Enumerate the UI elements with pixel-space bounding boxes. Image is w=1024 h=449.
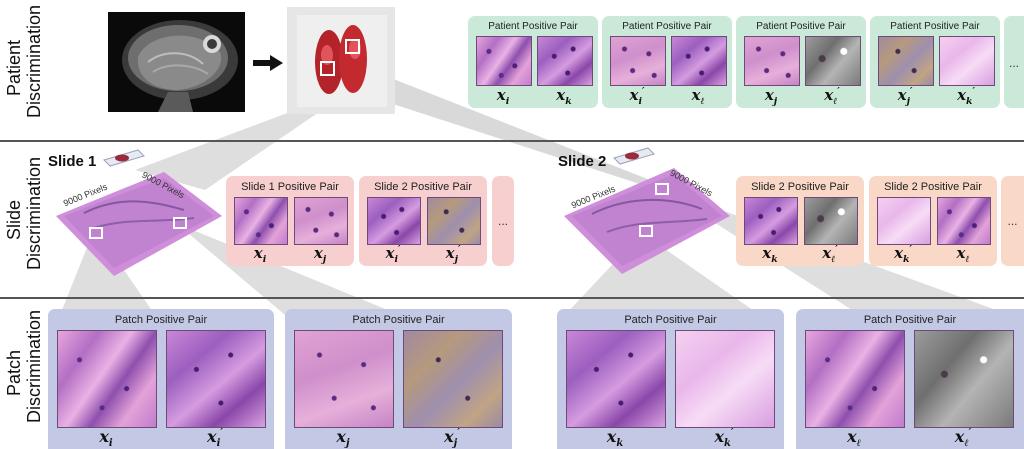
patch-image xyxy=(805,330,905,428)
slide-2-label: Slide 2 xyxy=(558,153,607,170)
patch-image xyxy=(937,197,991,245)
patch-image xyxy=(877,197,931,245)
variable-label: xi′ xyxy=(385,244,401,265)
patch-image xyxy=(566,330,666,428)
pair-title: Patch Positive Pair xyxy=(352,314,445,326)
row-divider-top xyxy=(0,140,1024,142)
patch-image xyxy=(367,197,421,245)
patch-image xyxy=(878,36,934,86)
patch-image xyxy=(744,36,800,86)
slide-1-whole-slide-image xyxy=(56,172,222,276)
variable-label: xj′ xyxy=(897,86,913,107)
patient-pair-card-3: Patient Positive Pair xj xℓ′ xyxy=(736,16,866,108)
ellipsis: ... xyxy=(1008,56,1019,70)
variable-label: xk′ xyxy=(957,86,975,107)
row-label-line2: Discrimination xyxy=(24,4,44,118)
arrow-right-icon xyxy=(253,55,283,71)
patch-image xyxy=(427,197,481,245)
slide-2-more-card: ... xyxy=(1001,176,1024,266)
patch-image xyxy=(166,330,266,428)
glass-slide-icon xyxy=(613,147,655,165)
pair-title: Patient Positive Pair xyxy=(622,21,712,32)
variable-label: xj′ xyxy=(444,427,460,449)
mri-brain-scan-image xyxy=(108,12,245,112)
patch-image xyxy=(294,197,348,245)
slide-pair-card-2: Slide 2 Positive Pair xi′ xj′ xyxy=(359,176,487,266)
patch-image xyxy=(57,330,157,428)
variable-label: xj xyxy=(764,86,778,107)
patch-pair-card-1: Patch Positive Pair xi xi′ xyxy=(48,309,274,449)
ellipsis: ... xyxy=(1007,214,1018,228)
variable-label: xj′ xyxy=(445,244,461,265)
pair-title: Patient Positive Pair xyxy=(756,21,846,32)
patch-pair-card-2: Patch Positive Pair xj xj′ xyxy=(285,309,512,449)
patch-image xyxy=(610,36,666,86)
tissue-specimen-image xyxy=(287,7,395,114)
variable-label: xℓ′ xyxy=(822,244,838,265)
row-label-line1: Slide xyxy=(4,199,24,241)
pair-title: Patch Positive Pair xyxy=(114,314,208,326)
row-label-line1: Patient xyxy=(4,39,24,97)
patch-pair-card-3: Patch Positive Pair xk xk′ xyxy=(557,309,784,449)
slide-pair-card-3: Slide 2 Positive Pair xk xℓ′ xyxy=(736,176,864,266)
variable-label: xj xyxy=(336,427,350,449)
variable-label: xk xyxy=(556,86,572,107)
variable-label: xℓ xyxy=(847,427,861,449)
variable-label: xℓ′ xyxy=(824,86,840,107)
patch-image xyxy=(914,330,1014,428)
patch-image xyxy=(939,36,995,86)
pair-title: Patient Positive Pair xyxy=(488,21,578,32)
ellipsis: ... xyxy=(497,214,508,228)
variable-label: xℓ′ xyxy=(954,427,972,449)
pair-title: Slide 2 Positive Pair xyxy=(374,181,472,193)
patch-image xyxy=(744,197,798,245)
patch-pair-card-4: Patch Positive Pair xℓ xℓ′ xyxy=(796,309,1024,449)
pair-title: Patient Positive Pair xyxy=(890,21,980,32)
variable-label: xi′ xyxy=(629,86,645,107)
pair-title: Slide 2 Positive Pair xyxy=(751,181,849,193)
slide-2-whole-slide-image xyxy=(564,168,730,274)
patch-image xyxy=(294,330,394,428)
slide-pair-card-1: Slide 1 Positive Pair xi xj xyxy=(226,176,354,266)
variable-label: xk′ xyxy=(714,427,734,449)
variable-label: xj xyxy=(313,244,327,265)
pair-title: Slide 2 Positive Pair xyxy=(884,181,982,193)
variable-label: xℓ xyxy=(956,244,970,265)
pair-title: Slide 1 Positive Pair xyxy=(241,181,339,193)
patient-more-card: ... xyxy=(1004,16,1024,108)
patient-pair-card-2: Patient Positive Pair xi′ xℓ xyxy=(602,16,732,108)
patch-image xyxy=(675,330,775,428)
patch-image xyxy=(403,330,503,428)
patient-pair-card-1: Patient Positive Pair xi xk xyxy=(468,16,598,108)
row-label-line1: Patch xyxy=(4,349,24,397)
pair-title: Patch Positive Pair xyxy=(624,314,717,326)
glass-slide-icon xyxy=(103,149,145,167)
variable-label: xk′ xyxy=(894,244,912,265)
variable-label: xk xyxy=(606,427,624,449)
variable-label: xi xyxy=(253,244,267,265)
pair-title: Patch Positive Pair xyxy=(863,314,957,326)
variable-label: xi xyxy=(99,427,113,449)
patch-image xyxy=(537,36,593,86)
patch-image xyxy=(476,36,532,86)
variable-label: xi′ xyxy=(207,427,223,449)
variable-label: xℓ xyxy=(691,86,705,107)
row-label-line2: Discrimination xyxy=(24,156,44,270)
patient-discrimination-label: Patient Discrimination xyxy=(0,5,74,118)
patch-image xyxy=(671,36,727,86)
slide-1-label: Slide 1 xyxy=(48,153,97,170)
patch-image xyxy=(805,36,861,86)
variable-label: xi xyxy=(496,86,510,107)
slide-1-more-card: ... xyxy=(492,176,514,266)
variable-label: xk xyxy=(762,244,778,265)
patch-image xyxy=(804,197,858,245)
slide-pair-card-4: Slide 2 Positive Pair xk′ xℓ xyxy=(869,176,997,266)
row-divider-bottom xyxy=(0,297,1024,299)
patient-pair-card-4: Patient Positive Pair xj′ xk′ xyxy=(870,16,1000,108)
patch-image xyxy=(234,197,288,245)
row-label-line2: Discrimination xyxy=(24,309,44,423)
